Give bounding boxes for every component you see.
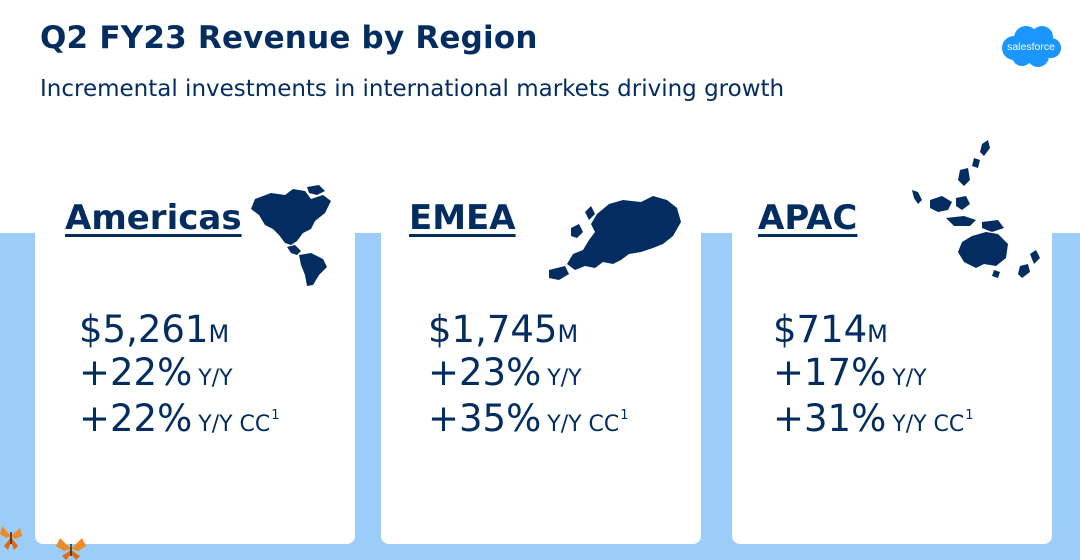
yoy-label: Y/Y <box>892 366 927 391</box>
region-stats: $1,745M +23% Y/Y +35% Y/Y CC1 <box>428 308 629 440</box>
region-name: Americas <box>65 198 242 238</box>
yoy-line: +17% Y/Y <box>773 351 974 394</box>
yoy-cc-line: +31% Y/Y CC1 <box>773 394 974 440</box>
revenue-unit: M <box>867 320 888 348</box>
yoy-line: +22% Y/Y <box>79 351 280 394</box>
revenue-value: $714 <box>773 308 868 351</box>
yoy-value: +22% <box>79 351 193 394</box>
americas-map-icon <box>251 185 331 286</box>
yoy-cc-label: Y/Y CC <box>892 412 965 437</box>
yoy-cc-label: Y/Y CC <box>198 412 271 437</box>
yoy-value: +17% <box>773 351 887 394</box>
asia-pacific-map-icon <box>912 140 1040 278</box>
revenue-value: $1,745 <box>428 308 558 351</box>
salesforce-logo: salesforce <box>1002 26 1061 67</box>
region-stats: $714M +17% Y/Y +31% Y/Y CC1 <box>773 308 974 440</box>
region-name: EMEA <box>409 198 516 238</box>
butterfly-icon <box>56 538 86 560</box>
footnote-marker: 1 <box>620 408 629 423</box>
region-card-americas: Americas $5,261M +22% Y/Y +22% Y/Y CC1 <box>35 185 355 544</box>
page-subtitle: Incremental investments in international… <box>40 76 785 102</box>
revenue-unit: M <box>208 320 230 348</box>
region-card-emea: EMEA $1,745M +23% Y/Y +35% Y/Y CC1 <box>381 196 701 544</box>
region-name: APAC <box>758 198 858 238</box>
page-title: Q2 FY23 Revenue by Region <box>40 20 538 56</box>
butterfly-icon <box>0 526 22 550</box>
yoy-cc-line: +35% Y/Y CC1 <box>428 394 629 440</box>
region-stats: $5,261M +22% Y/Y +22% Y/Y CC1 <box>79 308 280 440</box>
europe-map-icon <box>549 196 681 280</box>
revenue-line: $5,261M <box>79 308 280 351</box>
yoy-label: Y/Y <box>198 366 233 391</box>
footnote-marker: 1 <box>965 408 974 423</box>
logo-text: salesforce <box>1007 41 1055 53</box>
yoy-cc-label: Y/Y CC <box>547 412 620 437</box>
yoy-line: +23% Y/Y <box>428 351 629 394</box>
revenue-value: $5,261 <box>79 308 209 351</box>
yoy-label: Y/Y <box>547 366 582 391</box>
yoy-cc-value: +22% <box>79 397 193 440</box>
revenue-line: $714M <box>773 308 974 351</box>
yoy-value: +23% <box>428 351 542 394</box>
footnote-marker: 1 <box>271 408 280 423</box>
yoy-cc-line: +22% Y/Y CC1 <box>79 394 280 440</box>
region-card-apac: APAC $714M +17% Y/Y +31% Y/Y CC1 <box>732 140 1052 544</box>
revenue-unit: M <box>557 320 579 348</box>
yoy-cc-value: +35% <box>428 397 542 440</box>
yoy-cc-value: +31% <box>773 397 887 440</box>
revenue-line: $1,745M <box>428 308 629 351</box>
